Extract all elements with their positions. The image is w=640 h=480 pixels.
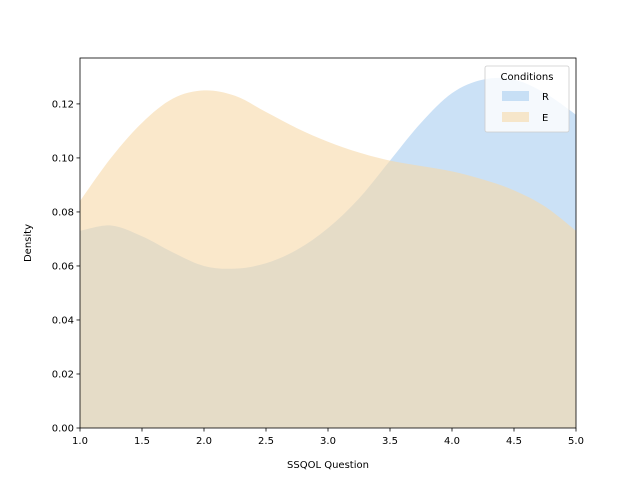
legend-swatch-e [502,112,529,122]
density-areas [80,77,576,429]
legend-label-e: E [542,113,548,124]
x-tick-label: 2.0 [196,436,212,447]
legend: Conditions RE [484,65,570,133]
y-tick-label: 0.02 [52,369,74,380]
y-tick-label: 0.06 [52,261,74,272]
x-tick-label: 1.0 [72,436,88,447]
legend-label-r: R [542,92,549,103]
x-tick-label: 4.0 [444,436,460,447]
x-tick-label: 3.0 [320,436,336,447]
y-axis-label: Density [23,224,34,262]
x-tick-label: 2.5 [258,436,274,447]
x-tick-label: 5.0 [568,436,584,447]
x-axis-label: SSQOL Question [287,460,369,471]
x-tick-label: 1.5 [134,436,150,447]
y-tick-label: 0.10 [52,153,74,164]
x-tick-label: 4.5 [506,436,522,447]
x-axis-ticks: 1.0 1.5 2.0 2.5 3.0 3.5 4.0 4.5 5.0 [72,428,584,447]
legend-title: Conditions [501,72,554,83]
density-area-e [80,90,576,429]
y-tick-label: 0.04 [52,315,74,326]
y-tick-label: 0.08 [52,207,74,218]
legend-items: RE [502,91,549,124]
y-tick-label: 0.00 [52,424,74,435]
legend-swatch-r [502,91,529,101]
y-tick-label: 0.12 [52,99,74,110]
x-tick-label: 3.5 [382,436,398,447]
y-axis-ticks: 0.00 0.02 0.04 0.06 0.08 0.10 0.12 [52,99,80,435]
